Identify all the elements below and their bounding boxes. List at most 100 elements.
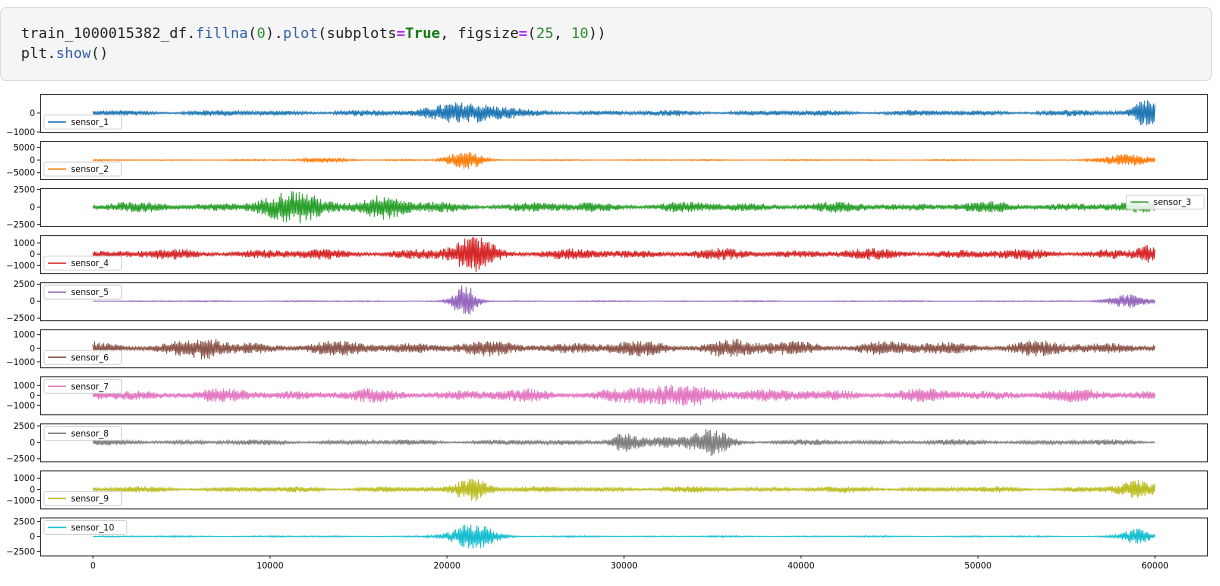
x-tick-label: 30000 <box>610 561 637 571</box>
series-line-sensor_7 <box>92 384 1156 407</box>
code-token: ( <box>527 26 537 42</box>
code-token: 10 <box>571 26 589 42</box>
code-cell[interactable]: train_1000015382_df.fillna(0).plot(subpl… <box>0 7 1212 81</box>
subplot-sensor_2: 5000 0 −5000 sensor_2 <box>6 141 1208 180</box>
series-line-sensor_6 <box>92 338 1156 360</box>
subplot-sensor_1: 0 −1000 sensor_1 <box>6 94 1208 138</box>
legend-label: sensor_1 <box>71 118 109 128</box>
legend-box <box>43 520 128 535</box>
subplot-sensor_3: 2500 0 −2500 sensor_3 <box>6 186 1208 231</box>
y-tick-label: −2500 <box>6 547 35 557</box>
axes-frame <box>40 470 1208 510</box>
code-token: show <box>55 46 91 62</box>
y-tick-label: −1000 <box>6 401 35 411</box>
code-token: subplots <box>326 26 397 42</box>
code-token: 25 <box>536 26 554 42</box>
y-tick-label: −1000 <box>6 497 35 507</box>
code-token: plt <box>21 46 48 62</box>
code-token: 0 <box>256 26 266 42</box>
legend-sensor_10: sensor_10 <box>43 520 128 535</box>
legend-sensor_4: sensor_4 <box>43 255 122 271</box>
x-tick-label: 20000 <box>433 561 460 571</box>
code-token: . <box>186 26 196 42</box>
legend-sensor_1: sensor_1 <box>43 114 122 130</box>
code-line-1: train_1000015382_df.fillna(0).plot(subpl… <box>21 26 606 42</box>
legend-sensor_3: sensor_3 <box>1126 194 1205 210</box>
y-tick-label: 0 <box>30 391 35 401</box>
code-line-2: plt.show() <box>21 46 108 62</box>
code-token: plot <box>282 26 318 42</box>
subplot-sensor_7: 10000−1000 sensor_7 <box>6 376 1208 416</box>
series-line-sensor_4 <box>92 237 1156 273</box>
y-tick-label: −5000 <box>6 169 35 179</box>
code-token: , <box>553 26 572 42</box>
x-tick-label: 40000 <box>787 561 814 571</box>
legend-label: sensor_7 <box>71 382 109 392</box>
series-line-sensor_9 <box>92 478 1156 502</box>
x-tick-label: 10000 <box>256 561 283 571</box>
axes-frame <box>40 376 1208 416</box>
code-token: . <box>47 46 56 62</box>
code-token: = <box>396 26 406 42</box>
y-tick-label: 0 <box>30 344 35 354</box>
legend-label: sensor_3 <box>1153 198 1191 208</box>
y-tick-label: 2500 <box>13 280 35 290</box>
x-tick-label: 60000 <box>1141 561 1168 571</box>
series-line-sensor_1 <box>92 100 1156 126</box>
y-tick-label: 1000 <box>13 331 35 341</box>
y-tick-label: 0 <box>30 485 35 495</box>
code-token: )) <box>588 26 607 42</box>
y-tick-label: 5000 <box>13 143 35 153</box>
y-tick-label: 0 <box>30 109 35 119</box>
y-tick-label: −1000 <box>6 261 35 271</box>
code-token: , <box>440 26 458 42</box>
y-tick-label: 0 <box>30 203 35 213</box>
series-line-sensor_8 <box>92 428 1156 457</box>
y-tick-label: 0 <box>30 297 35 307</box>
legend-box <box>43 425 122 441</box>
code-token: () <box>90 46 109 62</box>
y-tick-label: −1000 <box>6 128 35 138</box>
axes-frame <box>40 329 1208 369</box>
code-token: fillna <box>195 26 248 42</box>
y-tick-label: −2500 <box>6 314 35 324</box>
legend-sensor_9: sensor_9 <box>43 490 122 506</box>
subplot-sensor_4: 10000−1000 sensor_4 <box>6 235 1208 275</box>
series-line-sensor_5 <box>92 285 1156 315</box>
y-tick-label: −1000 <box>6 358 35 368</box>
y-tick-label: 2500 <box>13 518 35 528</box>
subplot-sensor_5: 2500 0 −2500 sensor_5 <box>6 280 1208 324</box>
legend-label: sensor_5 <box>71 288 109 298</box>
axes-frame <box>40 423 1208 463</box>
series-line-sensor_10 <box>92 524 1156 549</box>
y-tick-label: 1000 <box>13 474 35 484</box>
legend-box <box>43 114 122 130</box>
code-token: ( <box>317 26 327 42</box>
code-token: ) <box>265 26 275 42</box>
y-tick-label: 0 <box>30 250 35 260</box>
y-tick-label: 1000 <box>13 381 35 391</box>
legend-sensor_6: sensor_6 <box>43 349 122 365</box>
legend-sensor_7: sensor_7 <box>43 378 122 394</box>
code-token: True <box>405 26 441 42</box>
legend-sensor_2: sensor_2 <box>43 161 122 177</box>
legend-sensor_8: sensor_8 <box>43 425 122 441</box>
axes-frame <box>40 141 1208 180</box>
plot-output: 0 −1000 sensor_1 5000 0 −5000 sensor_2 2500 0 −25… <box>0 88 1220 586</box>
y-tick-label: 0 <box>30 156 35 166</box>
legend-label: sensor_10 <box>71 523 114 533</box>
legend-label: sensor_9 <box>71 494 109 504</box>
axes-frame <box>40 188 1208 227</box>
y-tick-label: 0 <box>30 438 35 448</box>
legend-label: sensor_6 <box>71 353 109 363</box>
legend-box <box>43 255 122 271</box>
y-tick-label: −2500 <box>6 221 35 231</box>
code-token: ( <box>248 26 257 42</box>
code-token: = <box>518 26 528 42</box>
legend-box <box>43 349 122 365</box>
legend-box <box>1126 194 1205 210</box>
axes-frame <box>40 94 1208 133</box>
code-token: train_1000015382_df <box>21 26 187 42</box>
legend-label: sensor_4 <box>71 259 109 269</box>
